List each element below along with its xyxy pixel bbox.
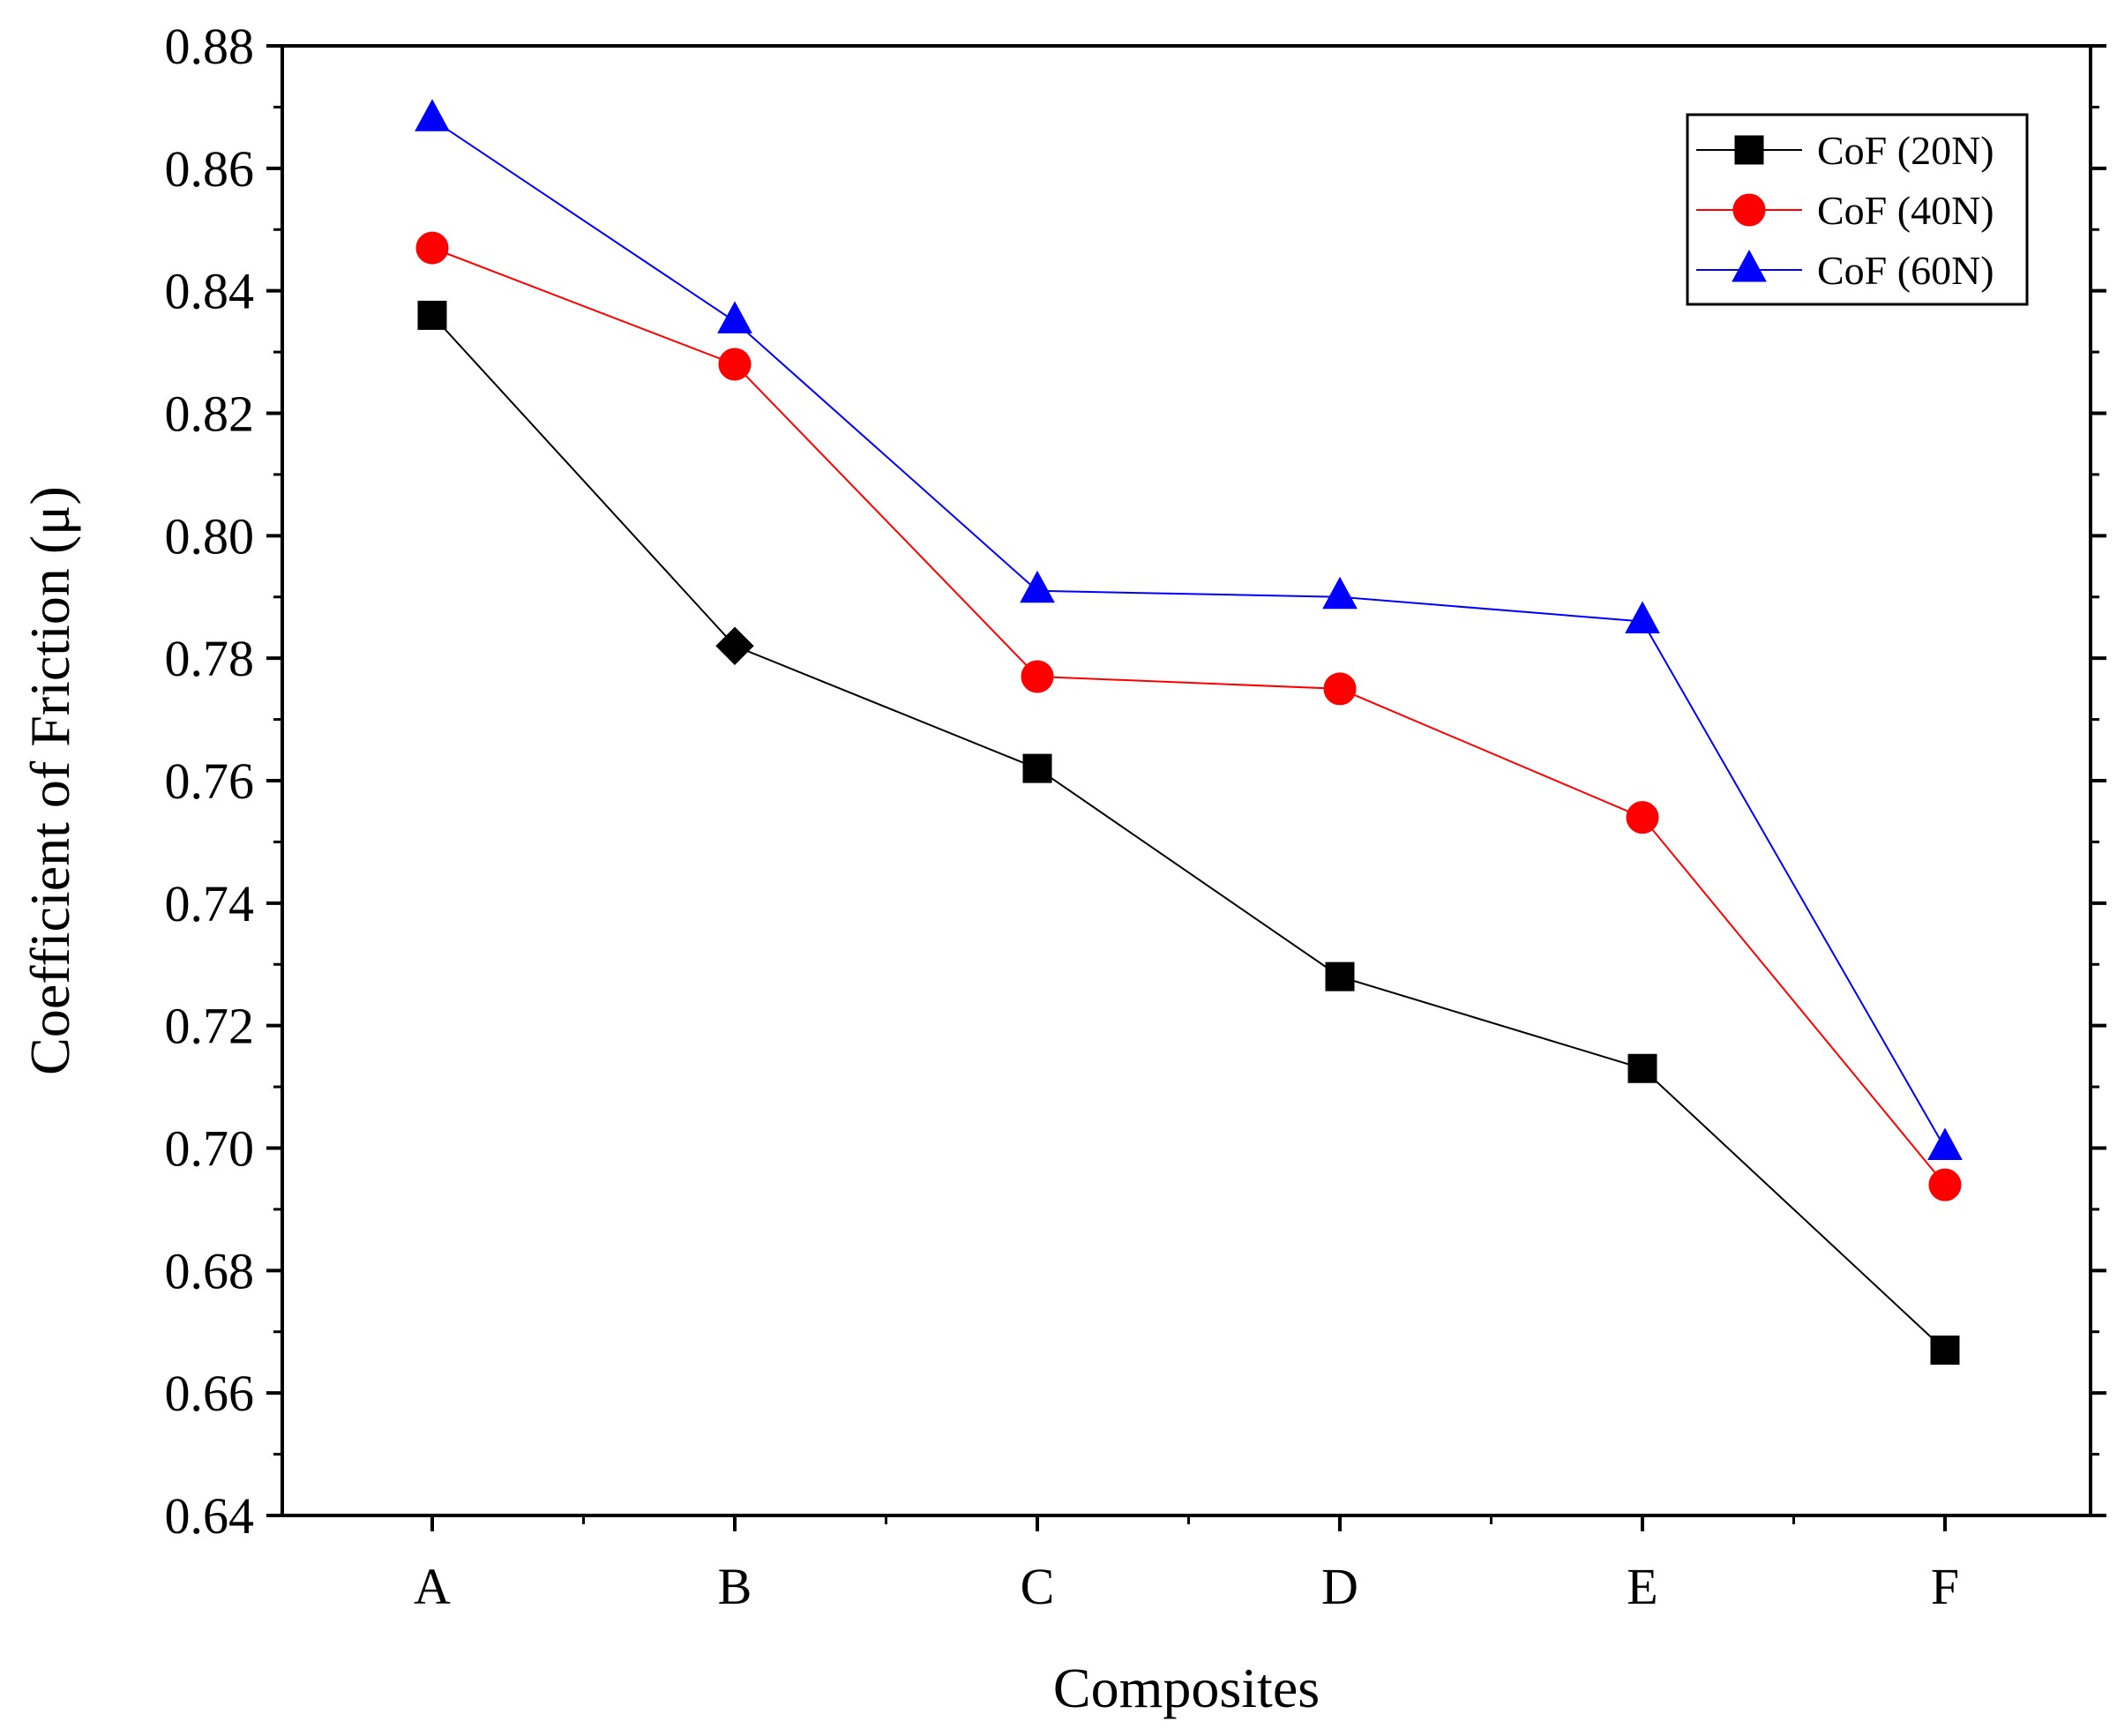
data-point: [415, 99, 450, 131]
data-point: [1930, 1336, 1960, 1366]
legend-label: CoF (20N): [1817, 128, 1994, 173]
y-axis: 0.64 0.66 0.68 0.70 0.72 0.74 0.76 0.78 0.80 0.82…: [165, 18, 2106, 1545]
series-3: [415, 99, 1963, 1160]
y-tick-label: 0.84: [165, 263, 255, 320]
data-point: [1927, 1127, 1963, 1160]
legend-label: CoF (40N): [1817, 188, 1994, 233]
y-tick-label: 0.82: [165, 385, 255, 443]
data-point: [1928, 1168, 1962, 1201]
x-tick-label: A: [414, 1558, 451, 1615]
x-axis-title: Composites: [1053, 1657, 1320, 1719]
x-tick-label: E: [1627, 1558, 1657, 1615]
y-tick-label: 0.78: [165, 630, 255, 687]
data-point: [1323, 672, 1357, 706]
data-point: [718, 348, 752, 381]
y-tick-label: 0.74: [165, 875, 255, 932]
y-tick-label: 0.86: [165, 140, 255, 198]
legend-entries: CoF (20N) CoF (40N) CoF (60N): [1696, 128, 1994, 293]
y-tick-label: 0.70: [165, 1120, 255, 1178]
data-point: [1626, 801, 1659, 834]
x-tick-label: F: [1931, 1558, 1959, 1615]
legend: CoF (20N) CoF (40N) CoF (60N): [1686, 113, 2029, 306]
legend-marker: [1732, 249, 1767, 282]
y-tick-label: 0.76: [165, 752, 255, 810]
y-tick-label: 0.88: [165, 18, 255, 75]
x-axis: A B C D E F: [414, 1515, 1959, 1615]
series-line: [431, 314, 1946, 1351]
y-tick-label: 0.80: [165, 507, 255, 565]
y-tick-label: 0.72: [165, 998, 255, 1055]
series-line: [431, 247, 1946, 1186]
data-point: [1627, 1053, 1657, 1083]
series-2: [415, 231, 1962, 1201]
data-point: [1020, 570, 1055, 603]
data-point: [1022, 753, 1052, 783]
data-point: [715, 626, 754, 665]
data-point: [417, 300, 447, 330]
data-point: [1325, 962, 1355, 991]
data-point: [1625, 601, 1660, 634]
series-1: [417, 300, 1960, 1366]
legend-marker: [1732, 193, 1766, 227]
x-tick-label: B: [718, 1558, 752, 1615]
y-tick-label: 0.66: [165, 1365, 255, 1422]
series-line: [431, 118, 1946, 1149]
legend-label: CoF (60N): [1817, 248, 1994, 293]
x-tick-label: D: [1321, 1558, 1358, 1615]
y-tick-label: 0.68: [165, 1242, 255, 1299]
y-axis-title: Coefficient of Friction (μ): [19, 486, 81, 1075]
x-tick-label: C: [1021, 1558, 1055, 1615]
data-point: [1021, 660, 1054, 693]
legend-marker: [1734, 135, 1764, 165]
y-tick-label: 0.64: [165, 1487, 255, 1545]
series-layer: [415, 99, 1963, 1366]
data-point: [717, 301, 752, 333]
data-point: [415, 231, 449, 265]
data-point: [1322, 576, 1358, 610]
